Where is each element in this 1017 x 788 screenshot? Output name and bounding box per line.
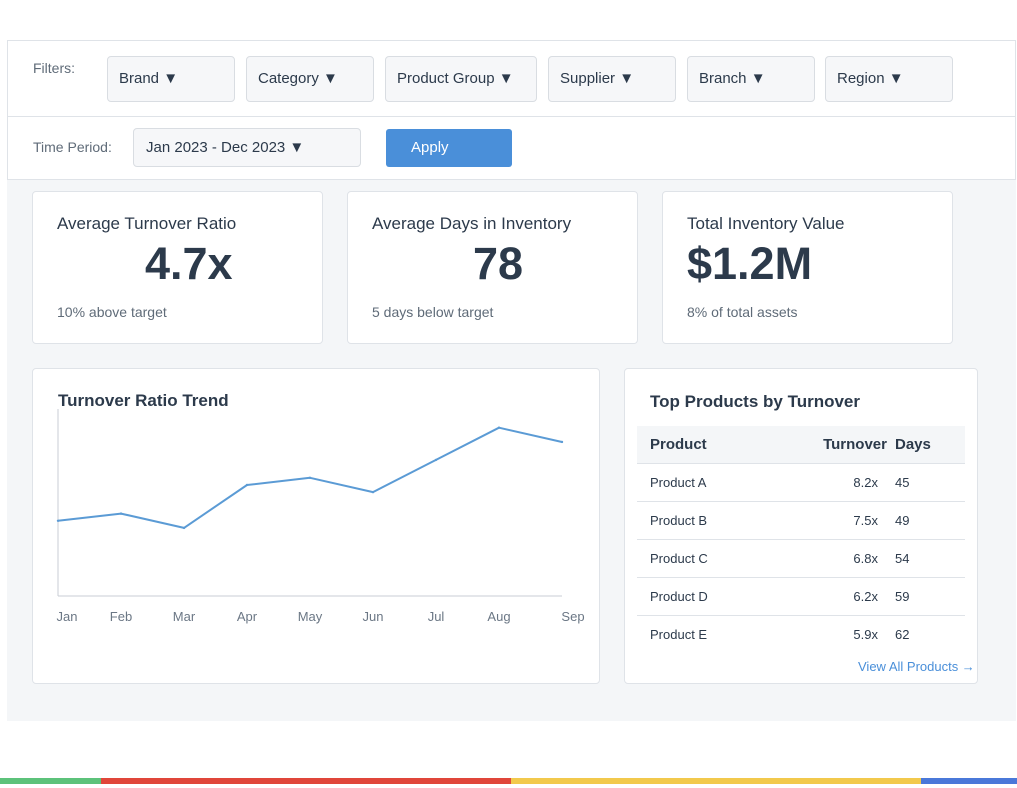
kpi-subtitle: 5 days below target — [372, 304, 494, 320]
product-turnover: 5.9x — [853, 626, 878, 642]
table-header-row: Product Turnover Days — [637, 426, 965, 464]
color-bar-red — [101, 778, 511, 784]
category-dropdown[interactable]: Category ▼ — [246, 56, 374, 102]
product-name: Product E — [650, 626, 708, 642]
kpi-value: 78 — [473, 238, 524, 289]
region-dropdown[interactable]: Region ▼ — [825, 56, 953, 102]
table-row[interactable]: Product B 7.5x 49 — [637, 501, 965, 540]
data-point-mar — [182, 526, 186, 530]
data-point-may — [308, 476, 312, 479]
data-point-jun — [371, 490, 375, 494]
x-tick-label: Jun — [363, 609, 384, 624]
time-period-label: Time Period: — [33, 139, 112, 155]
brand-dropdown[interactable]: Brand ▼ — [107, 56, 235, 102]
kpi-title: Total Inventory Value — [687, 214, 845, 233]
product-days: 62 — [895, 626, 910, 642]
filters-label: Filters: — [33, 60, 75, 76]
x-tick-label: Sep — [561, 609, 584, 624]
product-turnover: 8.2x — [797, 463, 895, 502]
column-header-days: Days — [895, 426, 965, 464]
x-tick-label: Jan — [57, 609, 78, 624]
chart-title: Turnover Ratio Trend — [58, 391, 229, 410]
data-point-feb — [119, 512, 123, 515]
turnover-trend-card: Turnover Ratio Trend Jan Feb Mar Apr May Jun J… — [32, 368, 600, 684]
table-row[interactable]: Product D 6.2x 59 — [637, 577, 965, 616]
kpi-title: Average Days in Inventory — [372, 214, 572, 233]
product-turnover: 6.8x — [797, 539, 895, 578]
data-point-apr — [245, 483, 249, 487]
data-point-aug — [497, 426, 501, 429]
kpi-card-value: Total Inventory Value $1.2M 8% of total … — [662, 191, 953, 344]
column-header-turnover: Turnover — [797, 426, 895, 464]
dashboard-content: Average Turnover Ratio 4.7x 10% above ta… — [7, 180, 1016, 721]
x-tick-label: Mar — [173, 609, 196, 624]
kpi-card-days: Average Days in Inventory 78 5 days belo… — [347, 191, 638, 344]
x-tick-label: Jul — [428, 609, 445, 624]
product-days: 54 — [895, 539, 965, 578]
color-bar-green — [0, 778, 101, 784]
table-row[interactable]: Product A 8.2x 45 — [637, 463, 965, 502]
data-point-jan — [56, 519, 60, 522]
column-header-product: Product — [637, 426, 797, 464]
product-name: Product C — [637, 539, 797, 578]
product-turnover: 7.5x — [797, 501, 895, 540]
branch-dropdown[interactable]: Branch ▼ — [687, 56, 815, 102]
x-tick-label: Apr — [237, 609, 258, 624]
time-period-dropdown[interactable]: Jan 2023 - Dec 2023 ▼ — [133, 128, 361, 167]
product-days: 49 — [895, 501, 965, 540]
product-turnover: 6.2x — [797, 577, 895, 616]
filters-row: Filters: Brand ▼ Category ▼ Product Grou… — [8, 41, 1015, 117]
product-days: 45 — [895, 463, 965, 502]
filters-panel: Filters: Brand ▼ Category ▼ Product Grou… — [7, 40, 1016, 180]
top-products-card: Top Products by Turnover Product Turnove… — [624, 368, 978, 684]
kpi-value: $1.2M — [687, 238, 813, 289]
data-point-jul — [434, 458, 438, 462]
kpi-card-turnover: Average Turnover Ratio 4.7x 10% above ta… — [32, 191, 323, 344]
x-tick-label: Feb — [110, 609, 132, 624]
kpi-subtitle: 8% of total assets — [687, 304, 798, 320]
color-bar-yellow — [511, 778, 921, 784]
product-name: Product A — [637, 463, 797, 502]
x-tick-label: May — [298, 609, 323, 624]
top-products-table: Product Turnover Days Product A 8.2x 45 … — [637, 426, 965, 653]
product-name: Product D — [637, 577, 797, 616]
table-title: Top Products by Turnover — [650, 392, 860, 411]
table-row[interactable]: Product C 6.8x 54 — [637, 539, 965, 578]
x-tick-label: Aug — [487, 609, 510, 624]
kpi-title: Average Turnover Ratio — [57, 214, 237, 233]
kpi-subtitle: 10% above target — [57, 304, 167, 320]
time-period-row: Time Period: Jan 2023 - Dec 2023 ▼ Apply — [8, 117, 1015, 181]
view-all-products-link[interactable]: View All Products → — [858, 659, 975, 674]
turnover-trend-chart: Jan Feb Mar Apr May Jun Jul Aug Sep — [56, 409, 585, 624]
apply-button[interactable]: Apply — [386, 129, 512, 167]
product-group-dropdown[interactable]: Product Group ▼ — [385, 56, 537, 102]
table-row[interactable]: Product E 5.9x 62 — [637, 615, 965, 653]
data-point-sep — [560, 440, 564, 444]
supplier-dropdown[interactable]: Supplier ▼ — [548, 56, 676, 102]
kpi-value: 4.7x — [145, 238, 233, 289]
product-days: 59 — [895, 577, 965, 616]
color-bar-blue — [921, 778, 1017, 784]
product-name: Product B — [637, 501, 797, 540]
